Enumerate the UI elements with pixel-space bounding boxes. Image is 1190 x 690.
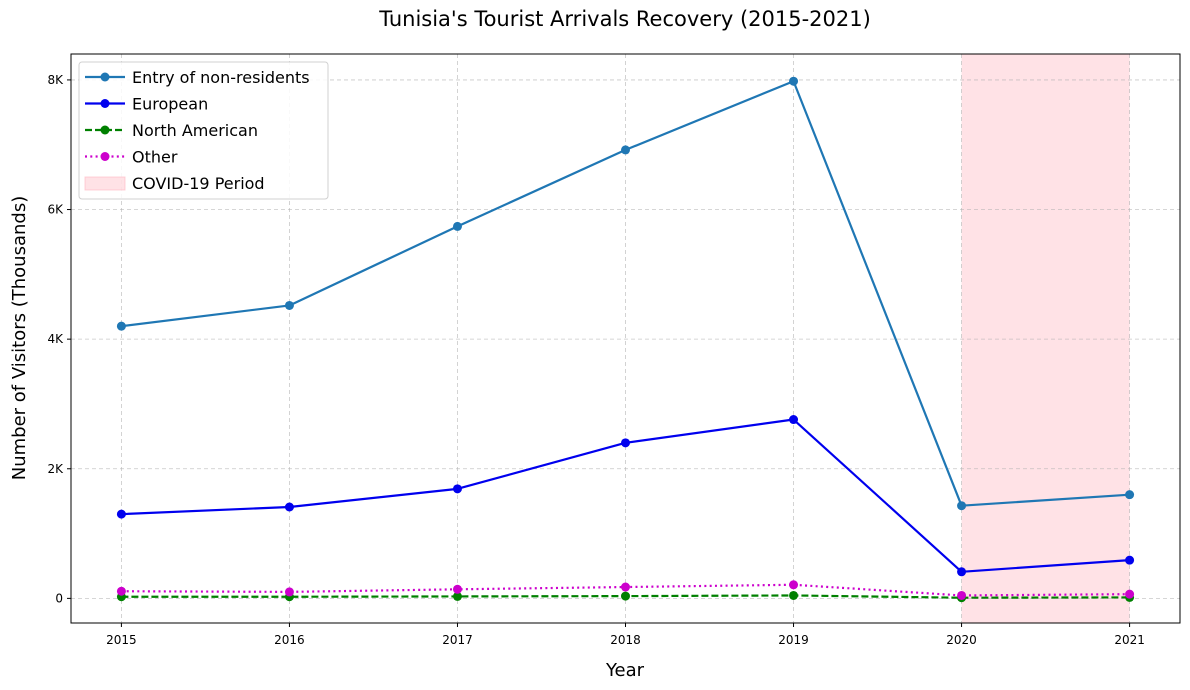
- x-axis-label: Year: [605, 660, 645, 681]
- x-tick-label: 2019: [778, 633, 809, 647]
- data-point: [1125, 555, 1135, 565]
- legend-patch: [84, 176, 126, 191]
- series-1: [116, 415, 1135, 577]
- x-tick-label: 2020: [946, 633, 977, 647]
- data-point: [284, 587, 294, 597]
- legend: Entry of non-residents European North Amer…: [78, 61, 329, 200]
- data-point: [452, 591, 462, 601]
- data-point: [789, 580, 799, 590]
- y-tick-label: 6K: [47, 203, 64, 217]
- data-point: [1125, 490, 1135, 500]
- legend-marker: [100, 152, 110, 161]
- legend-marker: [100, 125, 110, 135]
- covid-shaded-region: [961, 54, 1130, 623]
- data-point: [116, 321, 126, 331]
- series-0: [116, 76, 1135, 511]
- x-tick-label: 2015: [106, 633, 137, 647]
- y-tick-label: 2K: [47, 462, 64, 476]
- x-tick-label: 2021: [1114, 633, 1145, 647]
- data-point: [284, 502, 294, 512]
- data-point: [789, 415, 799, 425]
- legend-box: [78, 61, 329, 200]
- data-point: [957, 501, 967, 511]
- x-tick-label: 2017: [442, 633, 473, 647]
- legend-label: European: [132, 95, 208, 114]
- data-point: [116, 509, 126, 519]
- legend-label: North American: [132, 121, 258, 140]
- legend-marker: [100, 72, 110, 82]
- data-point: [957, 567, 967, 577]
- legend-label: Entry of non-residents: [132, 68, 310, 87]
- data-point: [452, 221, 462, 231]
- data-point: [621, 582, 630, 592]
- y-axis-label: Number of Visitors (Thousands): [9, 196, 30, 480]
- data-point: [116, 586, 126, 596]
- data-point: [789, 76, 799, 86]
- data-point: [621, 145, 630, 155]
- x-tick-label: 2016: [274, 633, 305, 647]
- data-point: [452, 484, 462, 494]
- data-point: [1125, 589, 1135, 599]
- y-tick-label: 8K: [47, 73, 64, 87]
- data-point: [957, 590, 967, 600]
- data-point: [452, 584, 462, 594]
- x-tick-label: 2018: [610, 633, 641, 647]
- data-point: [621, 438, 630, 448]
- legend-label: Other: [132, 148, 178, 167]
- data-point: [621, 591, 630, 601]
- legend-label: COVID-19 Period: [132, 174, 265, 193]
- series-3: [116, 580, 1135, 600]
- y-tick-label: 4K: [47, 332, 64, 346]
- data-point: [789, 590, 799, 600]
- y-tick-label: 0: [55, 591, 63, 605]
- data-point: [284, 300, 294, 310]
- chart-title: Tunisia's Tourist Arrivals Recovery (201…: [378, 7, 871, 31]
- legend-marker: [100, 99, 110, 108]
